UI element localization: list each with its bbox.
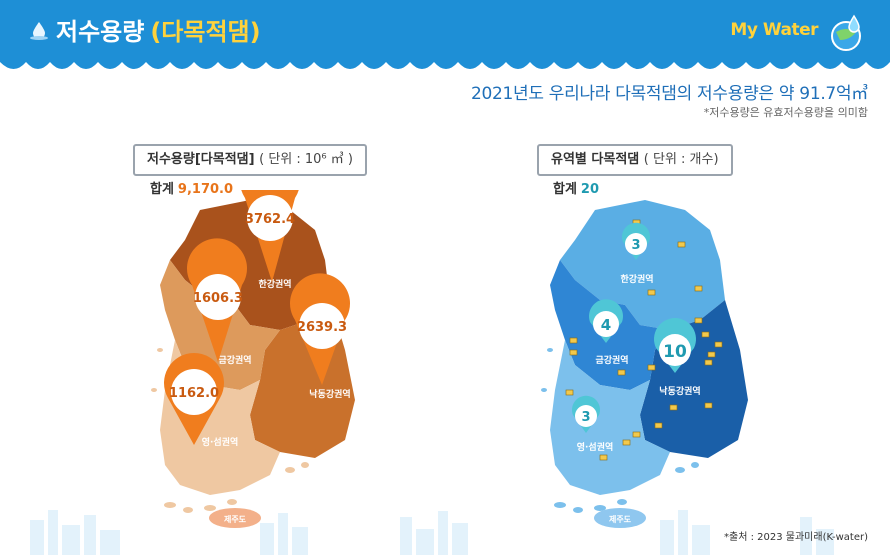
- right-chart-unit: ( 단위 : 개수): [643, 152, 719, 167]
- source-note: *출처 : 2023 물과미래(K-water): [724, 532, 868, 543]
- region-label-nakdong-left: 낙동강권역: [309, 388, 350, 400]
- title-main: 저수용량: [56, 18, 145, 46]
- svg-text:10: 10: [663, 342, 687, 362]
- left-chart-unit: ( 단위 : 10⁶ ㎥ ): [259, 152, 353, 167]
- headline: 2021년도 우리나라 다목적댐의 저수용량은 약 91.7억㎥: [470, 84, 868, 104]
- left-total-value: 9,170.0: [177, 182, 234, 197]
- header-wave: [0, 42, 890, 69]
- left-map: 제주도 한강권역 금강권역 낙동강권역 영·섬권역 3762.4 1606.3 …: [151, 190, 355, 528]
- region-label-yeongseom-left: 영·섬권역: [202, 436, 239, 448]
- skyline-decoration: [30, 510, 834, 555]
- globe-mascot-icon: [831, 14, 861, 51]
- count-pin-yeongseom: 3: [572, 395, 600, 433]
- right-chart-label: 유역별 다목적댐: [551, 152, 640, 167]
- right-chart-title: 유역별 다목적댐 ( 단위 : 개수): [537, 144, 733, 176]
- region-label-hangang-right: 한강권역: [620, 273, 653, 285]
- dam-markers: [565, 219, 723, 461]
- water-drop-icon: [30, 21, 48, 40]
- svg-text:3: 3: [581, 410, 590, 425]
- region-label-geumgang-right: 금강권역: [595, 354, 628, 366]
- jeju-label-right: 제주도: [609, 514, 632, 524]
- title-paren: (다목적댐): [150, 18, 261, 46]
- right-map: 제주도 한강권역 금강권역 낙동강권역 영·섬권역 3 4 10 3: [541, 200, 748, 528]
- left-total: 합계 9,170.0: [150, 178, 233, 197]
- region-label-nakdong-right: 낙동강권역: [659, 385, 700, 397]
- jeju-island-right: [594, 508, 646, 528]
- value-pin-yeongseom: 1162.0: [164, 353, 224, 445]
- region-label-hangang-left: 한강권역: [258, 278, 291, 290]
- left-chart-label: 저수용량[다목적댐]: [147, 152, 255, 167]
- svg-text:4: 4: [601, 316, 611, 334]
- islands-right: [541, 348, 699, 513]
- page-title: 저수용량 (다목적댐): [28, 12, 261, 47]
- count-pin-nakdong: 10: [654, 318, 696, 373]
- region-label-yeongseom-right: 영·섬권역: [577, 441, 614, 453]
- right-total-label: 합계: [553, 182, 577, 197]
- right-total-value: 20: [580, 182, 600, 197]
- value-pin-nakdong: 2639.3: [290, 273, 350, 385]
- jeju-label-left: 제주도: [224, 514, 247, 524]
- jeju-island-left: [209, 508, 261, 528]
- right-total: 합계 20: [553, 178, 599, 197]
- count-pin-hangang: 3: [622, 222, 650, 260]
- left-total-label: 합계: [150, 182, 174, 197]
- region-label-geumgang-left: 금강권역: [218, 354, 251, 366]
- svg-text:2639.3: 2639.3: [297, 320, 347, 335]
- svg-text:3: 3: [631, 238, 640, 253]
- left-chart-title: 저수용량[다목적댐] ( 단위 : 10⁶ ㎥ ): [133, 144, 367, 176]
- value-pin-hangang: 3762.4: [241, 190, 299, 282]
- region-yeongseom-right: [550, 340, 670, 495]
- count-pin-geumgang: 4: [589, 299, 623, 343]
- brand-logo-text: My Water: [730, 20, 818, 40]
- footnote: *저수용량은 유효저수용량을 의미함: [703, 106, 868, 119]
- value-pin-geumgang: 1606.3: [187, 238, 247, 362]
- islands-left: [151, 348, 309, 513]
- svg-text:1162.0: 1162.0: [169, 386, 219, 401]
- svg-text:3762.4: 3762.4: [245, 212, 295, 227]
- svg-text:1606.3: 1606.3: [193, 291, 243, 306]
- region-hangang-right: [560, 200, 725, 330]
